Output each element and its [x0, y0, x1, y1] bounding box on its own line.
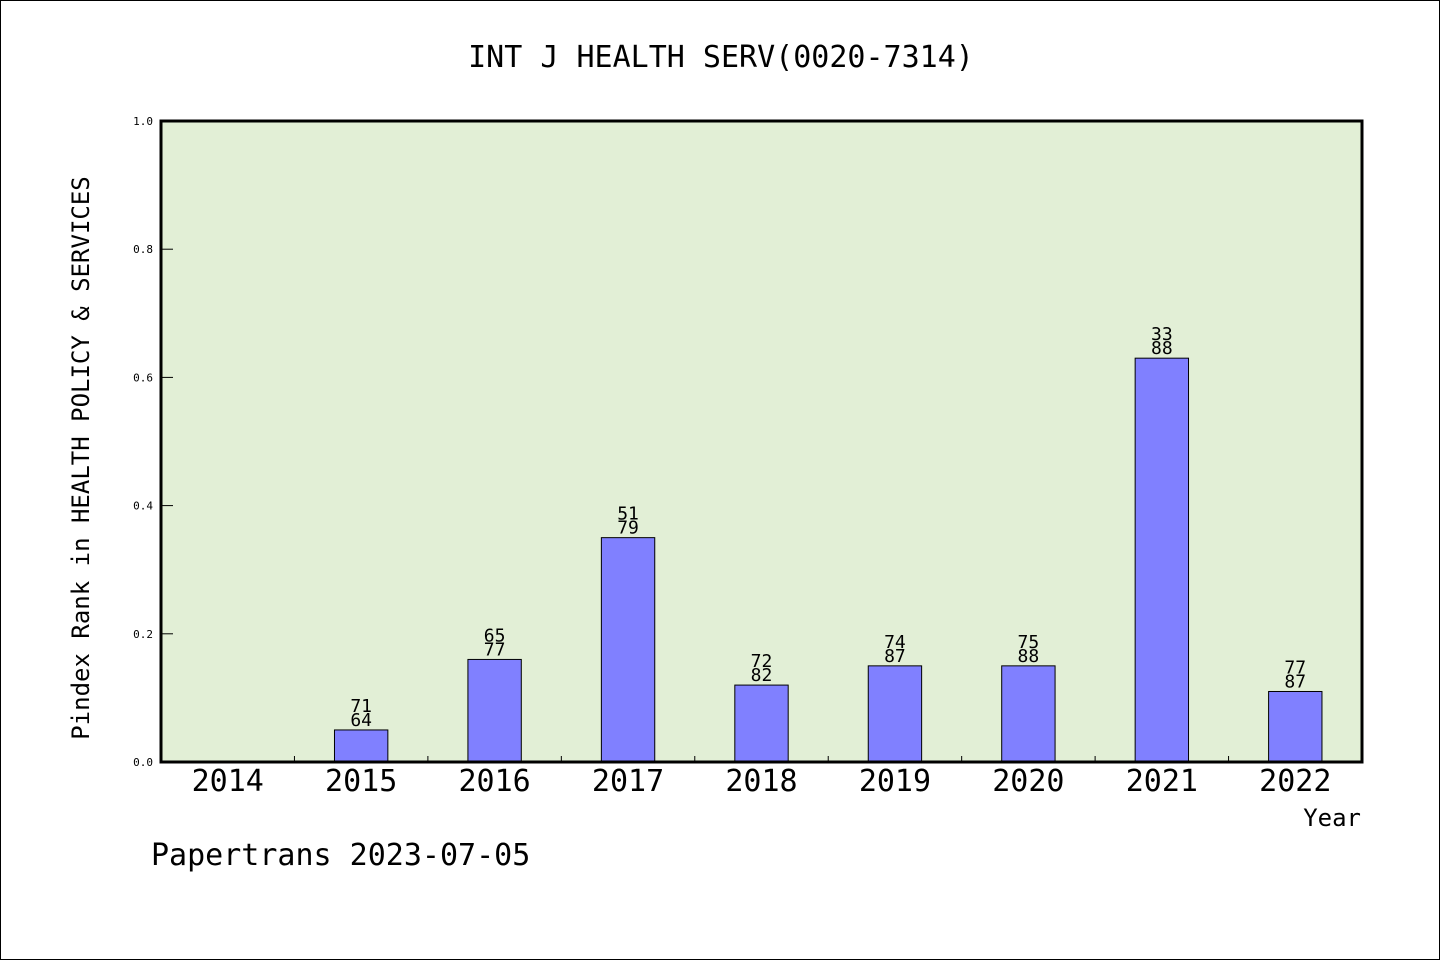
bar-2019 [867, 665, 923, 763]
bar-2022 [1268, 690, 1323, 763]
x-tick-label: 2018 [725, 764, 797, 799]
data-label-bottom: 88 [1018, 646, 1040, 667]
y-tick-label: 1.0 [133, 115, 153, 128]
x-axis-ticks: 2014 2015 2016 2017 2018 2019 2020 2021 2022 [192, 756, 1331, 799]
x-tick-label: 2017 [592, 764, 664, 799]
plot-border [159, 119, 1364, 764]
data-label-top: 72 [751, 651, 773, 672]
bar-2020 [1001, 665, 1056, 763]
data-label-top: 77 [1284, 657, 1306, 678]
x-tick-label: 2014 [192, 764, 264, 799]
x-tick-label: 2016 [458, 764, 530, 799]
bar-series [333, 357, 1323, 763]
data-label-bottom: 79 [617, 518, 639, 539]
bar-2015 [333, 729, 389, 763]
x-axis-label: Year [1303, 804, 1361, 832]
data-label-top: 65 [484, 625, 506, 646]
y-tick-label: 0.8 [133, 243, 153, 256]
data-label-bottom: 88 [1151, 338, 1173, 359]
y-tick-label: 0.6 [133, 371, 153, 384]
x-tick-label: 2015 [325, 764, 397, 799]
data-label-top: 75 [1018, 632, 1040, 653]
data-label-top: 51 [617, 504, 639, 525]
data-label-bottom: 87 [1284, 671, 1306, 692]
data-label-bottom: 64 [350, 710, 372, 731]
x-tick-label: 2020 [992, 764, 1064, 799]
bar-2021 [1134, 357, 1190, 763]
bar-2016 [467, 658, 522, 763]
data-label-bottom: 82 [751, 665, 773, 686]
x-tick-label: 2019 [859, 764, 931, 799]
y-axis-ticks: 0.0 0.2 0.4 0.6 0.8 1.0 [133, 115, 173, 769]
y-tick-label: 0.2 [133, 628, 153, 641]
y-axis-label: Pindex Rank in HEALTH POLICY & SERVICES [67, 176, 95, 740]
data-label-top: 33 [1151, 324, 1173, 345]
x-tick-label: 2022 [1259, 764, 1331, 799]
data-label-bottom: 77 [484, 639, 506, 660]
x-tick-label: 2021 [1126, 764, 1198, 799]
data-label-top: 74 [884, 632, 906, 653]
footer-text: Papertrans 2023-07-05 [151, 838, 530, 873]
data-label-bottom: 87 [884, 646, 906, 667]
y-tick-label: 0.0 [133, 756, 153, 769]
bar-2018 [734, 684, 789, 763]
bar-2017 [600, 537, 656, 763]
data-label-top: 71 [350, 696, 372, 717]
y-tick-label: 0.4 [133, 500, 153, 513]
chart-title: INT J HEALTH SERV(0020-7314) [468, 40, 974, 75]
